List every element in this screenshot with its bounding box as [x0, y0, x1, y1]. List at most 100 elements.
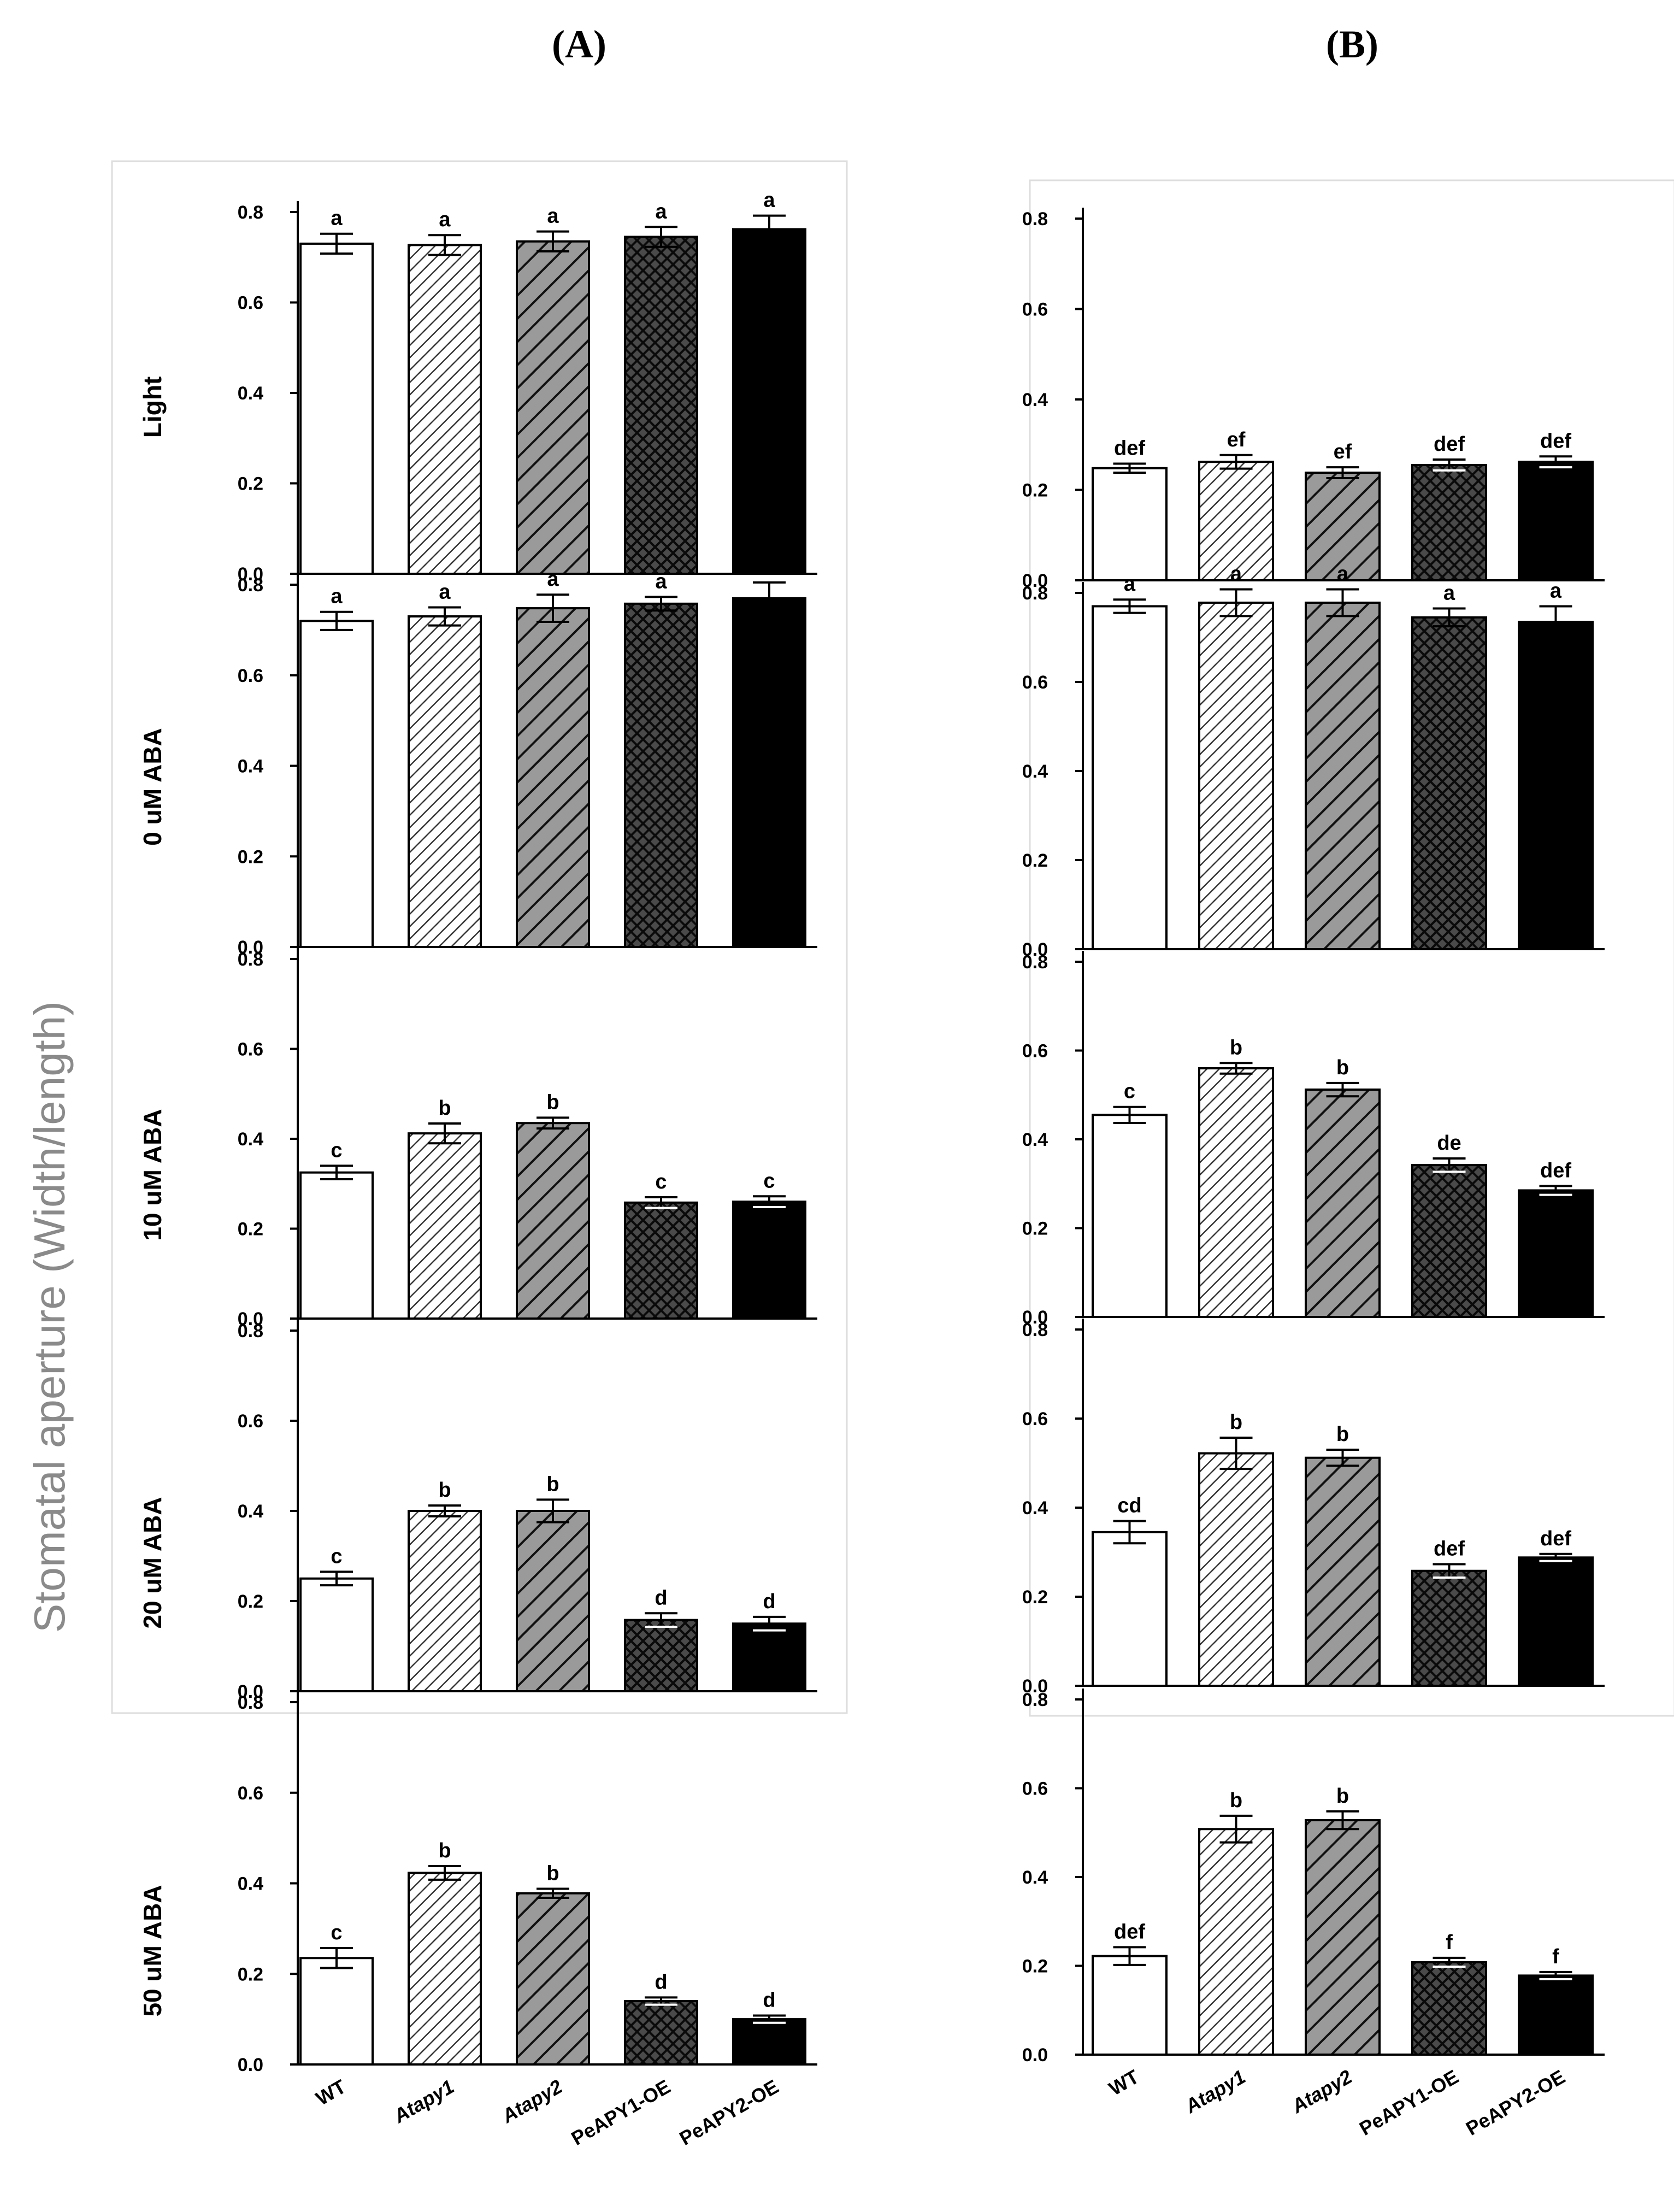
error-bar-a-20-um-aba-wt [320, 1570, 353, 1587]
sig-label-b-0-um-aba-atapy2: a [1337, 562, 1349, 585]
y-tick-label-b-20-um-aba: 0.4 [1022, 1498, 1048, 1519]
y-tick-label-a-0-um-aba: 0.2 [238, 846, 263, 867]
panel-title-a: (A) [552, 22, 606, 66]
y-tick-label-b-10-um-aba: 0.6 [1022, 1041, 1048, 1062]
x-category-label-a-50-um-aba-atapy1: Atapy1 [390, 2075, 458, 2127]
y-tick-label-a-10-um-aba: 0.0 [238, 1309, 263, 1329]
error-bar-b-0-um-aba-atapy2 [1326, 588, 1359, 617]
bar-b-20-um-aba-atapy2 [1305, 1456, 1381, 1687]
sig-label-a-50-um-aba-atapy2: b [546, 1862, 559, 1885]
error-bar-a-20-um-aba-peapy1-oe [645, 1612, 677, 1628]
bar-a-light-peapy1-oe [624, 236, 698, 575]
sig-label-a-0-um-aba-atapy1: a [439, 580, 451, 603]
bar-a-0-um-aba-peapy2-oe [732, 597, 806, 949]
bar-b-0-um-aba-peapy1-oe [1411, 616, 1487, 950]
charts-container: 0.0 0.2 0.4 0.6 0.8 a a a a a 0.0 0.2 0.4 0.6 0.8 a a a a a… [238, 189, 1605, 2150]
error-bar-b-20-um-aba-peapy1-oe [1433, 1563, 1466, 1579]
error-bar-a-10-um-aba-peapy1-oe [645, 1196, 677, 1209]
sig-label-b-50-um-aba-atapy2: b [1336, 1785, 1349, 1808]
bar-b-50-um-aba-atapy2 [1305, 1819, 1381, 2056]
bar-a-light-peapy2-oe [732, 228, 806, 575]
error-bar-a-0-um-aba-peapy2-oe [753, 581, 786, 615]
y-tick-label-a-0-um-aba: 0.4 [238, 756, 263, 777]
bar-a-0-um-aba-peapy1-oe [624, 602, 698, 948]
bar-a-0-um-aba-atapy1 [408, 615, 482, 948]
error-bar-b-10-um-aba-atapy1 [1219, 1062, 1253, 1075]
error-bar-b-50-um-aba-atapy1 [1219, 1814, 1253, 1844]
chart-a-10-um-aba: 0.0 0.2 0.4 0.6 0.8 c b b c c [238, 948, 817, 1329]
x-category-label-b-50-um-aba-peapy2-oe: PeAPY2-OE [1462, 2065, 1569, 2140]
sig-label-b-10-um-aba-peapy1-oe: de [1437, 1132, 1461, 1155]
error-bar-b-10-um-aba-peapy2-oe [1539, 1185, 1572, 1196]
bar-a-50-um-aba-wt [299, 1957, 374, 2066]
bar-b-10-um-aba-atapy2 [1305, 1089, 1381, 1318]
error-bar-b-20-um-aba-atapy2 [1326, 1449, 1359, 1467]
x-category-label-b-50-um-aba-peapy1-oe: PeAPY1-OE [1355, 2065, 1463, 2140]
sig-label-b-10-um-aba-atapy2: b [1336, 1056, 1349, 1079]
sig-label-a-20-um-aba-peapy2-oe: d [763, 1590, 775, 1613]
chart-a-light: 0.0 0.2 0.4 0.6 0.8 a a a a a [238, 189, 817, 585]
bar-b-50-um-aba-atapy1 [1198, 1828, 1274, 2056]
error-bar-a-0-um-aba-atapy1 [428, 606, 461, 627]
row-label-20uM: 20 uM ABA [138, 1497, 167, 1628]
bar-b-50-um-aba-peapy1-oe [1411, 1961, 1487, 2056]
sig-label-a-0-um-aba-wt: a [331, 585, 343, 608]
y-tick-label-a-20-um-aba: 0.6 [238, 1411, 263, 1432]
error-bar-a-50-um-aba-wt [320, 1947, 353, 1969]
error-bar-a-10-um-aba-peapy2-oe [753, 1195, 786, 1209]
bar-b-10-um-aba-atapy1 [1198, 1067, 1274, 1318]
y-tick-label-a-light: 0.6 [238, 293, 263, 314]
bar-b-50-um-aba-peapy2-oe [1518, 1974, 1594, 2056]
error-bar-a-light-atapy1 [428, 234, 461, 256]
sig-label-b-20-um-aba-atapy1: b [1230, 1411, 1242, 1434]
error-bar-b-0-um-aba-wt [1113, 598, 1146, 614]
bar-b-0-um-aba-peapy2-oe [1518, 620, 1594, 950]
y-tick-label-b-0-um-aba: 0.2 [1022, 850, 1048, 871]
sig-label-b-50-um-aba-peapy2-oe: f [1552, 1945, 1559, 1968]
error-bar-a-light-peapy1-oe [645, 226, 677, 248]
y-tick-label-b-0-um-aba: 0.8 [1022, 583, 1048, 604]
sig-label-b-0-um-aba-wt: a [1124, 573, 1136, 596]
bar-b-light-wt [1092, 467, 1168, 582]
sig-label-b-20-um-aba-peapy1-oe: def [1434, 1538, 1465, 1561]
y-tick-label-a-10-um-aba: 0.8 [238, 949, 263, 970]
bar-b-0-um-aba-atapy1 [1198, 601, 1274, 951]
bar-a-10-um-aba-atapy1 [408, 1132, 482, 1320]
sig-label-a-20-um-aba-peapy1-oe: d [655, 1586, 667, 1609]
bar-a-10-um-aba-wt [299, 1171, 374, 1320]
error-bar-b-light-wt [1113, 462, 1146, 474]
sig-label-a-light-wt: a [331, 207, 343, 230]
sig-label-a-0-um-aba-atapy2: a [547, 568, 559, 591]
sig-label-a-10-um-aba-atapy2: b [546, 1091, 559, 1114]
y-tick-label-b-light: 0.2 [1022, 480, 1048, 501]
y-tick-label-b-20-um-aba: 0.6 [1022, 1409, 1048, 1429]
sig-label-a-50-um-aba-peapy2-oe: d [763, 1989, 775, 2011]
y-tick-label-a-20-um-aba: 0.0 [238, 1681, 263, 1702]
y-tick-label-a-10-um-aba: 0.4 [238, 1129, 263, 1150]
bar-b-0-um-aba-atapy2 [1305, 601, 1381, 951]
sig-label-b-20-um-aba-wt: cd [1117, 1494, 1141, 1517]
error-bar-a-20-um-aba-peapy2-oe [753, 1615, 786, 1632]
x-category-label-a-50-um-aba-peapy1-oe: PeAPY1-OE [567, 2075, 674, 2150]
error-bar-a-50-um-aba-peapy1-oe [645, 1996, 677, 2006]
x-category-label-a-50-um-aba-atapy2: Atapy2 [498, 2075, 566, 2127]
bar-a-50-um-aba-atapy1 [408, 1872, 482, 2066]
bar-b-light-atapy1 [1198, 461, 1274, 581]
bar-b-light-peapy2-oe [1518, 461, 1594, 581]
sig-label-b-50-um-aba-peapy1-oe: f [1446, 1931, 1453, 1954]
error-bar-a-10-um-aba-atapy1 [428, 1122, 461, 1145]
chart-b-light: 0.0 0.2 0.4 0.6 0.8 def ef ef def def [1022, 208, 1605, 591]
bar-b-50-um-aba-wt [1092, 1955, 1168, 2056]
error-bar-b-0-um-aba-peapy2-oe [1539, 605, 1572, 639]
error-bar-b-20-um-aba-atapy1 [1219, 1437, 1253, 1470]
bar-a-50-um-aba-peapy2-oe [732, 2018, 806, 2066]
error-bar-a-light-peapy2-oe [753, 214, 786, 244]
y-tick-label-a-20-um-aba: 0.4 [238, 1501, 263, 1522]
bar-a-0-um-aba-atapy2 [516, 607, 590, 948]
sig-label-b-0-um-aba-atapy1: a [1230, 562, 1242, 585]
y-tick-label-a-10-um-aba: 0.2 [238, 1219, 263, 1240]
row-label-50uM: 50 uM ABA [138, 1885, 167, 2016]
error-bar-b-0-um-aba-peapy1-oe [1433, 607, 1466, 628]
panel-frame-b [1029, 179, 1674, 1717]
y-tick-label-a-50-um-aba: 0.8 [238, 1692, 263, 1713]
